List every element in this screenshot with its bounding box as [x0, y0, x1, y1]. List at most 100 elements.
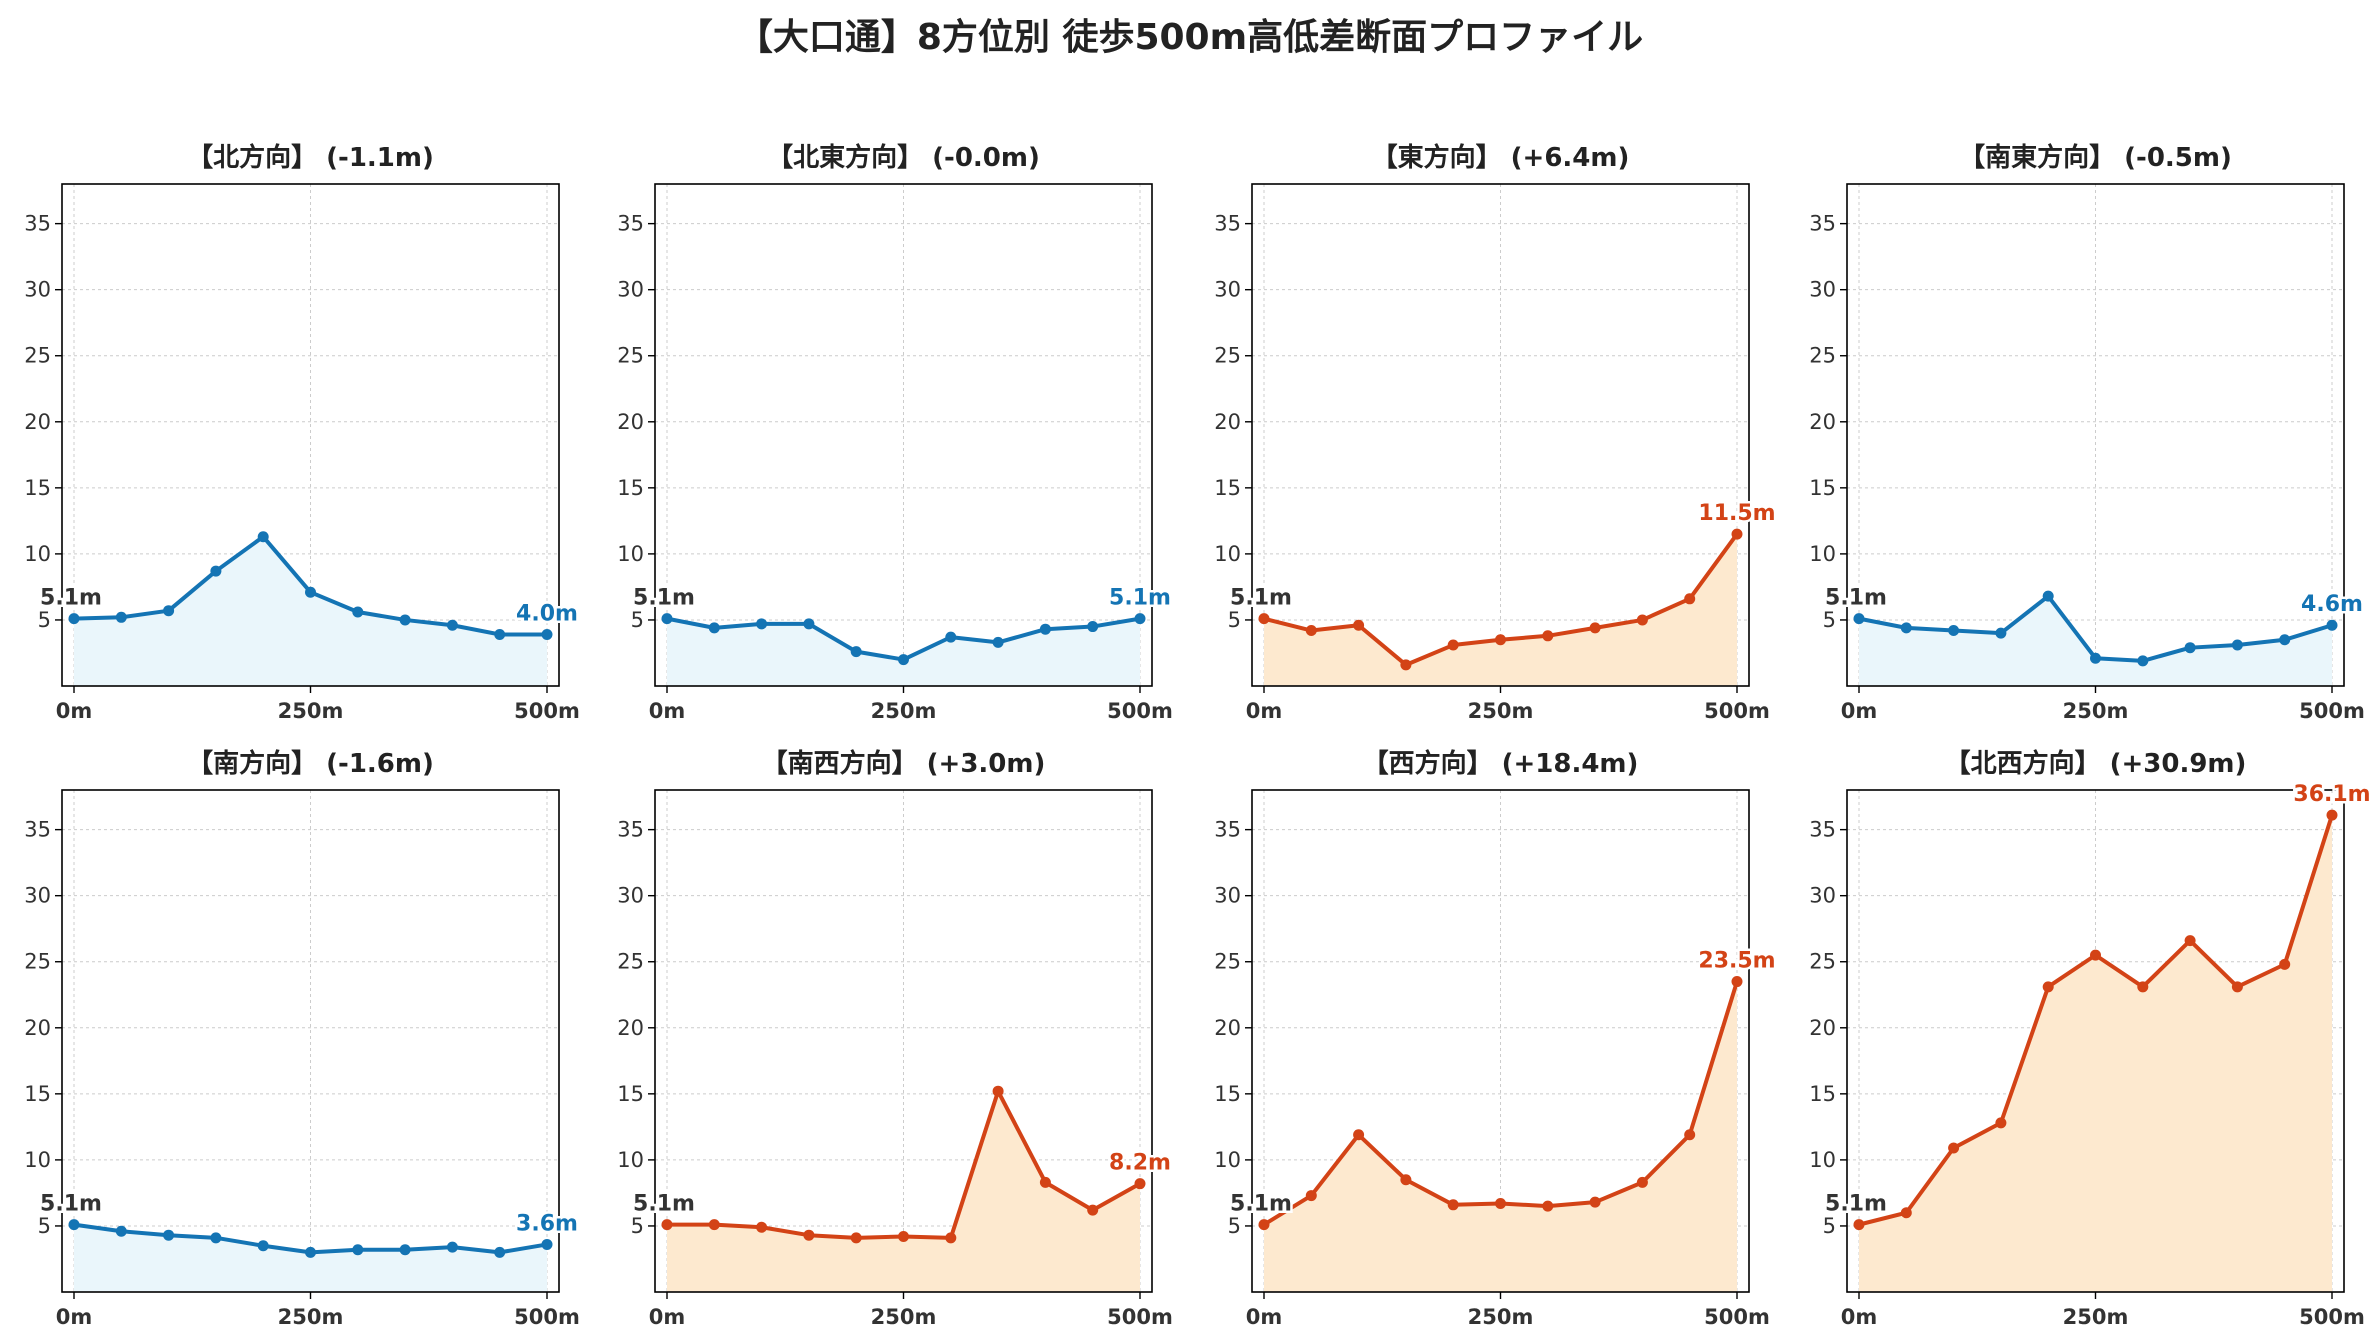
y-tick-label: 15	[24, 476, 51, 500]
start-value-label: 5.1m	[1230, 1192, 1292, 1217]
subplot-title: 【北方向】 (-1.1m)	[187, 142, 434, 173]
start-value-label: 5.1m	[1825, 1192, 1887, 1217]
data-point	[1039, 1176, 1051, 1188]
y-tick-label: 5	[1823, 1214, 1836, 1238]
data-point	[1353, 1129, 1365, 1141]
data-point	[1948, 1142, 1960, 1154]
start-value-label: 5.1m	[40, 1192, 102, 1217]
y-tick-label: 10	[617, 1148, 644, 1172]
y-tick-label: 5	[631, 1214, 644, 1238]
data-point	[1039, 623, 1051, 635]
data-point	[708, 622, 720, 634]
y-tick-label: 25	[24, 344, 51, 368]
x-tick-label: 500m	[1107, 699, 1173, 723]
start-value-label: 5.1m	[1230, 586, 1292, 611]
y-tick-label: 15	[1809, 1082, 1836, 1106]
x-tick-label: 0m	[649, 1305, 686, 1329]
data-point	[945, 1232, 957, 1244]
y-tick-label: 25	[1809, 344, 1836, 368]
y-tick-label: 35	[617, 818, 644, 842]
data-point	[1353, 619, 1365, 631]
y-tick-label: 25	[24, 950, 51, 974]
x-tick-label: 500m	[2299, 1305, 2365, 1329]
area-fill	[667, 1091, 1140, 1292]
data-point	[2090, 652, 2101, 664]
data-point	[1305, 1190, 1317, 1202]
data-point	[661, 613, 673, 625]
area-fill	[1859, 815, 2332, 1292]
y-tick-label: 25	[1214, 344, 1241, 368]
y-tick-label: 20	[24, 410, 51, 434]
subplot-title: 【東方向】 (+6.4m)	[1372, 142, 1630, 173]
end-value-label: 4.0m	[516, 601, 578, 626]
data-point	[305, 1246, 316, 1258]
subplot-5: 【南西方向】 (+3.0m) 5 10 15 20 25 30 35 0m 250m 500m 5.1…	[617, 748, 1173, 1329]
data-point	[115, 611, 127, 623]
y-tick-label: 15	[617, 476, 644, 500]
data-point	[898, 1231, 909, 1243]
x-tick-label: 250m	[871, 1305, 937, 1329]
x-tick-label: 250m	[2063, 1305, 2129, 1329]
y-tick-label: 25	[617, 950, 644, 974]
data-point	[2326, 809, 2338, 821]
y-tick-label: 10	[24, 1148, 51, 1172]
y-tick-label: 5	[631, 608, 644, 632]
subplot-7: 【北西方向】 (+30.9m) 5 10 15 20 25 30 35 0m 250m 500m 5.…	[1809, 748, 2373, 1329]
y-tick-label: 5	[38, 608, 51, 632]
x-tick-label: 500m	[514, 1305, 580, 1329]
y-tick-label: 35	[1809, 818, 1836, 842]
data-point	[352, 1244, 364, 1256]
y-tick-label: 5	[1228, 1214, 1241, 1238]
data-point	[399, 614, 411, 626]
data-point	[1305, 625, 1317, 637]
x-tick-label: 0m	[649, 699, 686, 723]
subplot-title: 【南西方向】 (+3.0m)	[762, 748, 1046, 779]
y-tick-label: 10	[1809, 1148, 1836, 1172]
subplot-3: 【南東方向】 (-0.5m) 5 10 15 20 25 30 35 0m 250m 500m 5.1…	[1809, 142, 2365, 723]
y-tick-label: 10	[24, 542, 51, 566]
end-value-label: 3.6m	[516, 1211, 578, 1236]
data-point	[2137, 655, 2149, 667]
y-tick-label: 15	[1809, 476, 1836, 500]
subplot-6: 【西方向】 (+18.4m) 5 10 15 20 25 30 35 0m 250m 500m 5.1…	[1214, 748, 1778, 1329]
y-tick-label: 35	[1809, 212, 1836, 236]
data-point	[1636, 614, 1648, 626]
data-point	[1853, 613, 1865, 625]
subplot-title: 【南東方向】 (-0.5m)	[1959, 142, 2232, 173]
area-fill	[1264, 981, 1737, 1292]
end-value-label: 23.5m	[1698, 949, 1775, 974]
subplot-title: 【西方向】 (+18.4m)	[1363, 748, 1639, 779]
data-point	[68, 1219, 80, 1231]
data-point	[2042, 590, 2054, 602]
data-point	[494, 1246, 506, 1258]
data-point	[541, 1238, 553, 1250]
data-point	[1134, 613, 1146, 625]
x-tick-label: 250m	[1468, 699, 1534, 723]
y-tick-label: 30	[617, 278, 644, 302]
data-point	[257, 1240, 269, 1252]
data-point	[1731, 528, 1743, 540]
y-tick-label: 30	[1809, 278, 1836, 302]
start-value-label: 5.1m	[633, 1192, 695, 1217]
data-point	[2090, 949, 2101, 961]
data-point	[1684, 593, 1696, 605]
y-tick-label: 35	[24, 818, 51, 842]
y-tick-label: 30	[617, 884, 644, 908]
data-point	[1258, 1219, 1270, 1231]
data-point	[257, 531, 269, 543]
y-tick-label: 20	[1809, 1016, 1836, 1040]
end-value-label: 5.1m	[1109, 586, 1171, 611]
data-point	[541, 628, 553, 640]
y-tick-label: 20	[24, 1016, 51, 1040]
x-tick-label: 500m	[1107, 1305, 1173, 1329]
start-value-label: 5.1m	[1825, 586, 1887, 611]
data-point	[1853, 1219, 1865, 1231]
area-fill	[74, 1224, 547, 1292]
data-point	[992, 1085, 1004, 1097]
data-point	[2231, 981, 2243, 993]
data-point	[803, 1229, 815, 1241]
data-point	[2279, 634, 2291, 646]
subplot-title: 【北東方向】 (-0.0m)	[767, 142, 1040, 173]
y-tick-label: 20	[617, 1016, 644, 1040]
